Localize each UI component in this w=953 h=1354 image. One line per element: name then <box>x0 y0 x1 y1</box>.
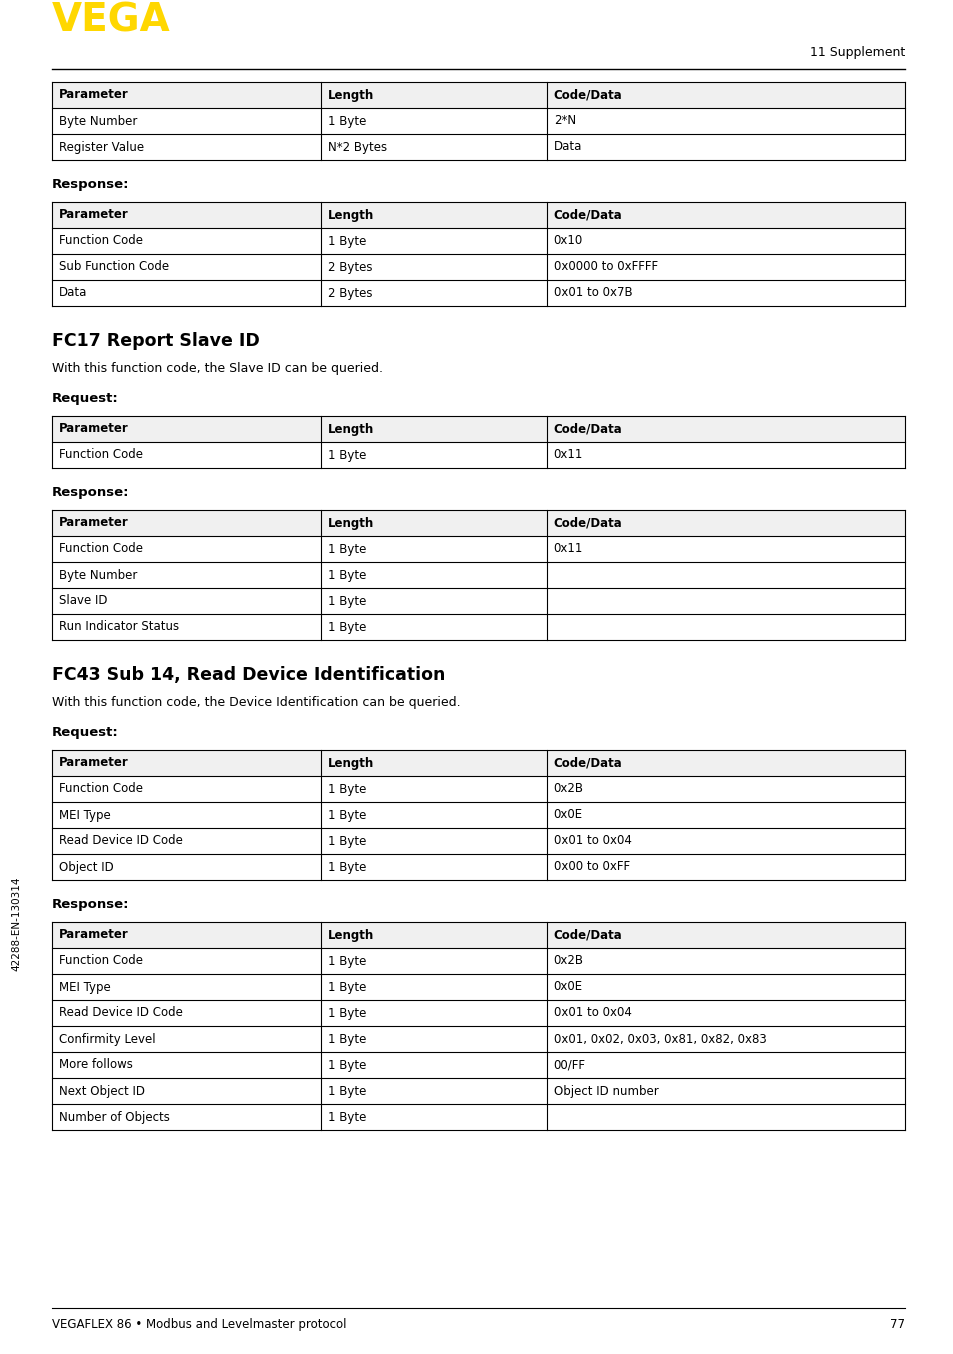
Bar <box>52 416 904 441</box>
Text: 1 Byte: 1 Byte <box>327 834 366 848</box>
Text: Code/Data: Code/Data <box>553 516 622 529</box>
Text: Code/Data: Code/Data <box>553 422 622 436</box>
Text: 1 Byte: 1 Byte <box>327 808 366 822</box>
Text: Register Value: Register Value <box>59 141 144 153</box>
Text: 1 Byte: 1 Byte <box>327 115 366 127</box>
Text: Slave ID: Slave ID <box>59 594 108 608</box>
Text: 1 Byte: 1 Byte <box>327 620 366 634</box>
Text: VEGAFLEX 86 • Modbus and Levelmaster protocol: VEGAFLEX 86 • Modbus and Levelmaster pro… <box>52 1317 346 1331</box>
Text: Response:: Response: <box>52 898 130 911</box>
Text: With this function code, the Slave ID can be queried.: With this function code, the Slave ID ca… <box>52 362 382 375</box>
Text: 0x0000 to 0xFFFF: 0x0000 to 0xFFFF <box>553 260 658 274</box>
Text: Length: Length <box>327 929 374 941</box>
Text: Code/Data: Code/Data <box>553 929 622 941</box>
Text: Parameter: Parameter <box>59 422 129 436</box>
Text: 1 Byte: 1 Byte <box>327 1110 366 1124</box>
Text: MEI Type: MEI Type <box>59 808 111 822</box>
Text: Length: Length <box>327 209 374 222</box>
Text: 1 Byte: 1 Byte <box>327 1006 366 1020</box>
Text: 2 Bytes: 2 Bytes <box>327 260 372 274</box>
Text: 0x0E: 0x0E <box>553 808 582 822</box>
Text: Code/Data: Code/Data <box>553 209 622 222</box>
Text: 0x01, 0x02, 0x03, 0x81, 0x82, 0x83: 0x01, 0x02, 0x03, 0x81, 0x82, 0x83 <box>553 1033 765 1045</box>
Text: Read Device ID Code: Read Device ID Code <box>59 834 183 848</box>
Text: 1 Byte: 1 Byte <box>327 980 366 994</box>
Text: Parameter: Parameter <box>59 88 129 102</box>
Text: Length: Length <box>327 516 374 529</box>
Text: Object ID number: Object ID number <box>553 1085 658 1098</box>
Text: 1 Byte: 1 Byte <box>327 543 366 555</box>
Text: VEGA: VEGA <box>52 1 171 41</box>
Text: Function Code: Function Code <box>59 955 143 968</box>
Text: Object ID: Object ID <box>59 861 113 873</box>
Text: Function Code: Function Code <box>59 448 143 462</box>
Text: 0x2B: 0x2B <box>553 955 583 968</box>
Text: Length: Length <box>327 757 374 769</box>
Text: MEI Type: MEI Type <box>59 980 111 994</box>
Text: Response:: Response: <box>52 486 130 500</box>
Text: 0x01 to 0x04: 0x01 to 0x04 <box>553 834 631 848</box>
Bar <box>52 202 904 227</box>
Text: 1 Byte: 1 Byte <box>327 448 366 462</box>
Text: 0x11: 0x11 <box>553 448 582 462</box>
Text: Byte Number: Byte Number <box>59 569 137 581</box>
Text: With this function code, the Device Identification can be queried.: With this function code, the Device Iden… <box>52 696 460 709</box>
Text: More follows: More follows <box>59 1059 132 1071</box>
Text: Parameter: Parameter <box>59 516 129 529</box>
Text: 2*N: 2*N <box>553 115 576 127</box>
Text: 0x01 to 0x7B: 0x01 to 0x7B <box>553 287 632 299</box>
Text: FC17 Report Slave ID: FC17 Report Slave ID <box>52 332 259 349</box>
Text: Byte Number: Byte Number <box>59 115 137 127</box>
Text: Data: Data <box>59 287 88 299</box>
Text: Length: Length <box>327 88 374 102</box>
Text: Code/Data: Code/Data <box>553 757 622 769</box>
Bar <box>52 922 904 948</box>
Text: 0x11: 0x11 <box>553 543 582 555</box>
Text: Code/Data: Code/Data <box>553 88 622 102</box>
Text: 2 Bytes: 2 Bytes <box>327 287 372 299</box>
Text: 1 Byte: 1 Byte <box>327 569 366 581</box>
Text: Parameter: Parameter <box>59 209 129 222</box>
Text: Function Code: Function Code <box>59 543 143 555</box>
Text: 1 Byte: 1 Byte <box>327 861 366 873</box>
Text: Sub Function Code: Sub Function Code <box>59 260 169 274</box>
Bar <box>52 750 904 776</box>
Text: 0x01 to 0x04: 0x01 to 0x04 <box>553 1006 631 1020</box>
Text: FC43 Sub 14, Read Device Identification: FC43 Sub 14, Read Device Identification <box>52 666 445 684</box>
Text: Read Device ID Code: Read Device ID Code <box>59 1006 183 1020</box>
Text: 1 Byte: 1 Byte <box>327 1059 366 1071</box>
Text: 1 Byte: 1 Byte <box>327 955 366 968</box>
Text: Length: Length <box>327 422 374 436</box>
Text: Function Code: Function Code <box>59 783 143 796</box>
Text: 00/FF: 00/FF <box>553 1059 585 1071</box>
Text: Response:: Response: <box>52 177 130 191</box>
Text: N*2 Bytes: N*2 Bytes <box>327 141 386 153</box>
Text: Next Object ID: Next Object ID <box>59 1085 145 1098</box>
Text: 1 Byte: 1 Byte <box>327 1085 366 1098</box>
Text: Request:: Request: <box>52 393 118 405</box>
Text: Function Code: Function Code <box>59 234 143 248</box>
Text: 42288-EN-130314: 42288-EN-130314 <box>11 877 21 971</box>
Text: 11 Supplement: 11 Supplement <box>809 46 904 60</box>
Bar <box>52 510 904 536</box>
Bar <box>52 83 904 108</box>
Text: Run Indicator Status: Run Indicator Status <box>59 620 179 634</box>
Text: 1 Byte: 1 Byte <box>327 783 366 796</box>
Text: Confirmity Level: Confirmity Level <box>59 1033 155 1045</box>
Text: 0x00 to 0xFF: 0x00 to 0xFF <box>553 861 629 873</box>
Text: Number of Objects: Number of Objects <box>59 1110 170 1124</box>
Text: Parameter: Parameter <box>59 757 129 769</box>
Text: 1 Byte: 1 Byte <box>327 234 366 248</box>
Text: 0x0E: 0x0E <box>553 980 582 994</box>
Text: Parameter: Parameter <box>59 929 129 941</box>
Text: 1 Byte: 1 Byte <box>327 594 366 608</box>
Text: 1 Byte: 1 Byte <box>327 1033 366 1045</box>
Text: 0x10: 0x10 <box>553 234 582 248</box>
Text: Data: Data <box>553 141 581 153</box>
Text: Request:: Request: <box>52 726 118 739</box>
Text: 77: 77 <box>889 1317 904 1331</box>
Text: 0x2B: 0x2B <box>553 783 583 796</box>
